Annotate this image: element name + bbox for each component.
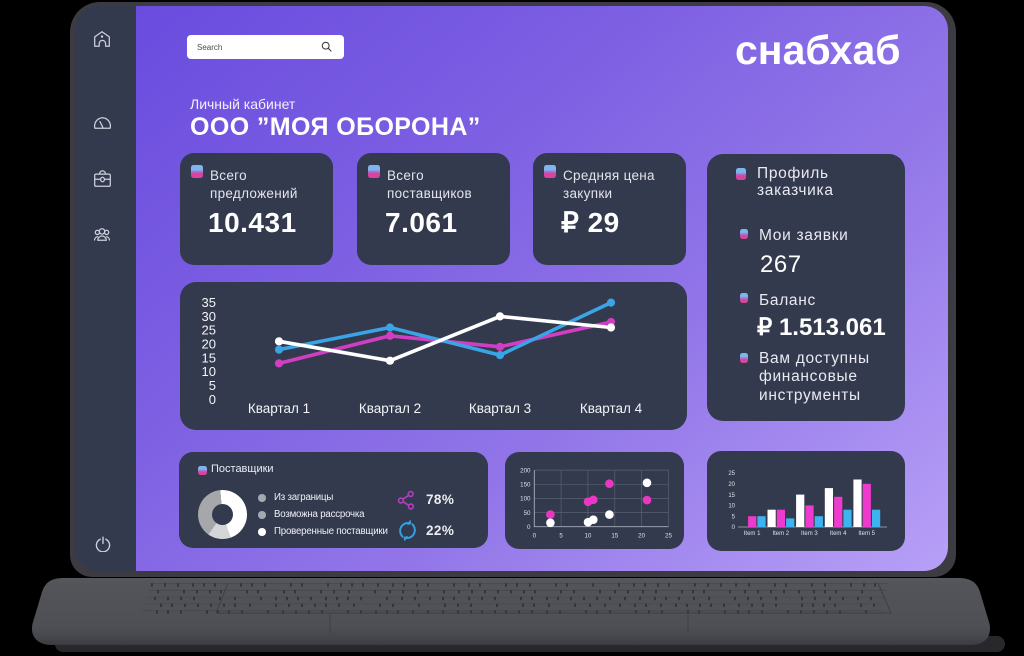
svg-text:Item 3: Item 3 (801, 531, 818, 537)
svg-text:Item 1: Item 1 (744, 531, 761, 537)
svg-text:Item 4: Item 4 (830, 531, 847, 537)
svg-text:Квартал 4: Квартал 4 (580, 401, 643, 416)
svg-text:25: 25 (728, 471, 735, 477)
svg-text:Item 5: Item 5 (858, 531, 875, 537)
svg-text:100: 100 (520, 496, 531, 503)
svg-text:200: 200 (520, 467, 531, 474)
svg-text:10: 10 (584, 533, 591, 540)
svg-text:30: 30 (202, 309, 216, 324)
svg-text:50: 50 (524, 510, 531, 517)
svg-text:15: 15 (202, 350, 216, 365)
svg-text:Квартал 2: Квартал 2 (359, 401, 421, 416)
svg-text:20: 20 (202, 337, 216, 352)
svg-text:20: 20 (638, 533, 645, 540)
svg-text:Квартал 3: Квартал 3 (469, 401, 531, 416)
svg-text:0: 0 (527, 524, 531, 531)
svg-text:25: 25 (202, 323, 216, 338)
svg-text:150: 150 (520, 482, 531, 489)
svg-text:0: 0 (209, 392, 216, 407)
svg-text:20: 20 (728, 482, 735, 488)
svg-text:15: 15 (611, 533, 618, 540)
svg-text:5: 5 (209, 378, 216, 393)
svg-text:Квартал 1: Квартал 1 (248, 401, 310, 416)
svg-text:10: 10 (202, 364, 216, 379)
svg-text:25: 25 (665, 533, 672, 540)
svg-text:0: 0 (732, 525, 736, 531)
svg-text:15: 15 (728, 493, 735, 499)
svg-text:0: 0 (533, 533, 537, 540)
svg-text:Item 2: Item 2 (772, 531, 789, 537)
svg-text:5: 5 (559, 533, 563, 540)
svg-text:5: 5 (732, 514, 736, 520)
svg-text:35: 35 (202, 295, 216, 310)
svg-text:10: 10 (728, 504, 735, 510)
